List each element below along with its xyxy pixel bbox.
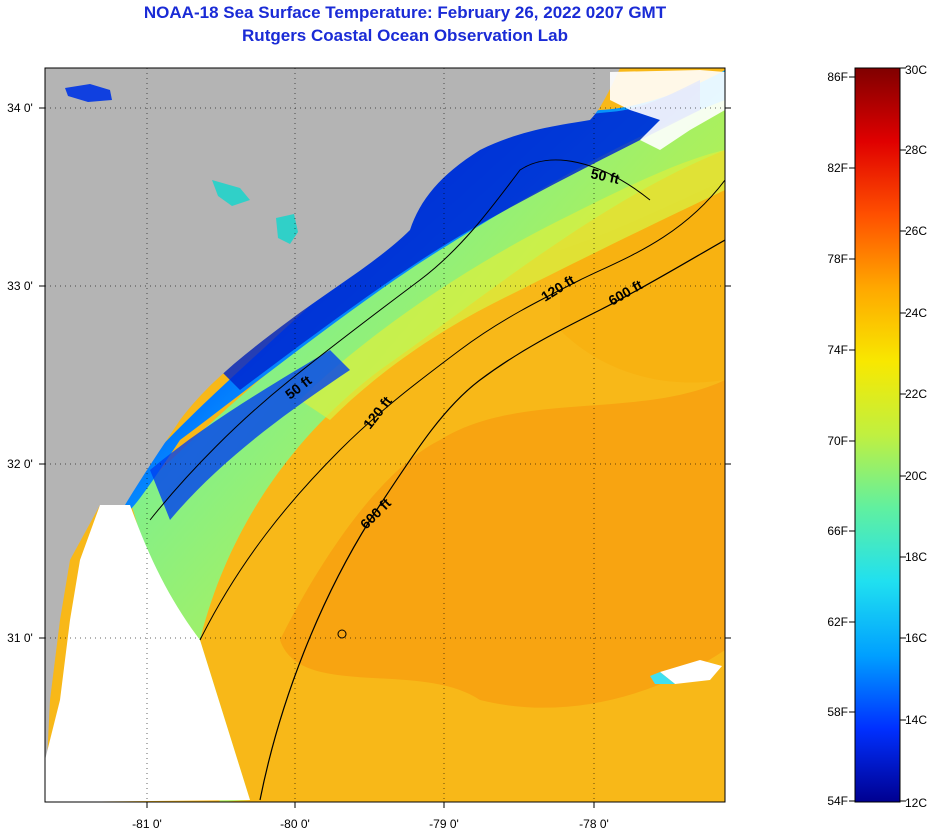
colorbar-ticks [849,67,906,802]
colorbar-fahrenheit-label: 70F [827,434,848,448]
colorbar-fahrenheit-label: 66F [827,524,848,538]
colorbar-celsius-label: 14C [905,713,927,727]
contour-50ft [149,159,651,521]
colorbar-celsius-label: 30C [905,63,927,77]
lat-tick-label: 34 0' [7,101,33,115]
lon-tick-label: -78 0' [579,817,609,831]
colorbar-celsius-label: 24C [905,306,927,320]
bathymetry-seamount-marker [337,629,347,639]
colorbar-celsius-label: 28C [905,143,927,157]
colorbar-fahrenheit-label: 78F [827,252,848,266]
axis-ticks [39,107,731,808]
contour-label: 50 ft [589,165,621,187]
colorbar-celsius-label: 18C [905,550,927,564]
lon-tick-label: -80 0' [280,817,310,831]
gulf-stream-warm-core [280,380,725,708]
colorbar-fahrenheit-label: 86F [827,70,848,84]
colorbar-celsius-label: 16C [905,631,927,645]
map-title: NOAA-18 Sea Surface Temperature: Februar… [143,3,667,22]
sst-raster: 50 ft 50 ft 120 ft 120 ft 600 ft 600 ft [45,68,725,802]
inland-lake [276,214,298,244]
colorbar-fahrenheit-label: 82F [827,161,848,175]
colorbar [854,67,901,803]
colorbar-celsius-label: 26C [905,224,927,238]
colorbar-fahrenheit-label: 62F [827,615,848,629]
inland-lake [65,84,112,102]
cloud-patch [610,70,725,150]
colorbar-celsius-label: 20C [905,469,927,483]
lat-tick-label: 33 0' [7,279,33,293]
lat-tick-label: 32 0' [7,457,33,471]
colorbar-fahrenheit-label: 58F [827,705,848,719]
colorbar-celsius-label: 22C [905,387,927,401]
lon-tick-label: -79 0' [429,817,459,831]
colorbar-fahrenheit-label: 74F [827,343,848,357]
inland-lake [212,180,250,206]
colorbar-celsius-label: 12C [905,796,927,810]
lat-tick-label: 31 0' [7,631,33,645]
contour-600ft [259,239,725,801]
cloud-patch [660,660,722,684]
contour-120ft [199,179,725,641]
graticule [45,68,725,802]
map-subtitle: Rutgers Coastal Ocean Observation Lab [242,26,568,45]
map-frame [44,67,726,803]
land-mass [45,68,620,802]
colorbar-fahrenheit-label: 54F [827,794,848,808]
lon-tick-label: -81 0' [132,817,162,831]
